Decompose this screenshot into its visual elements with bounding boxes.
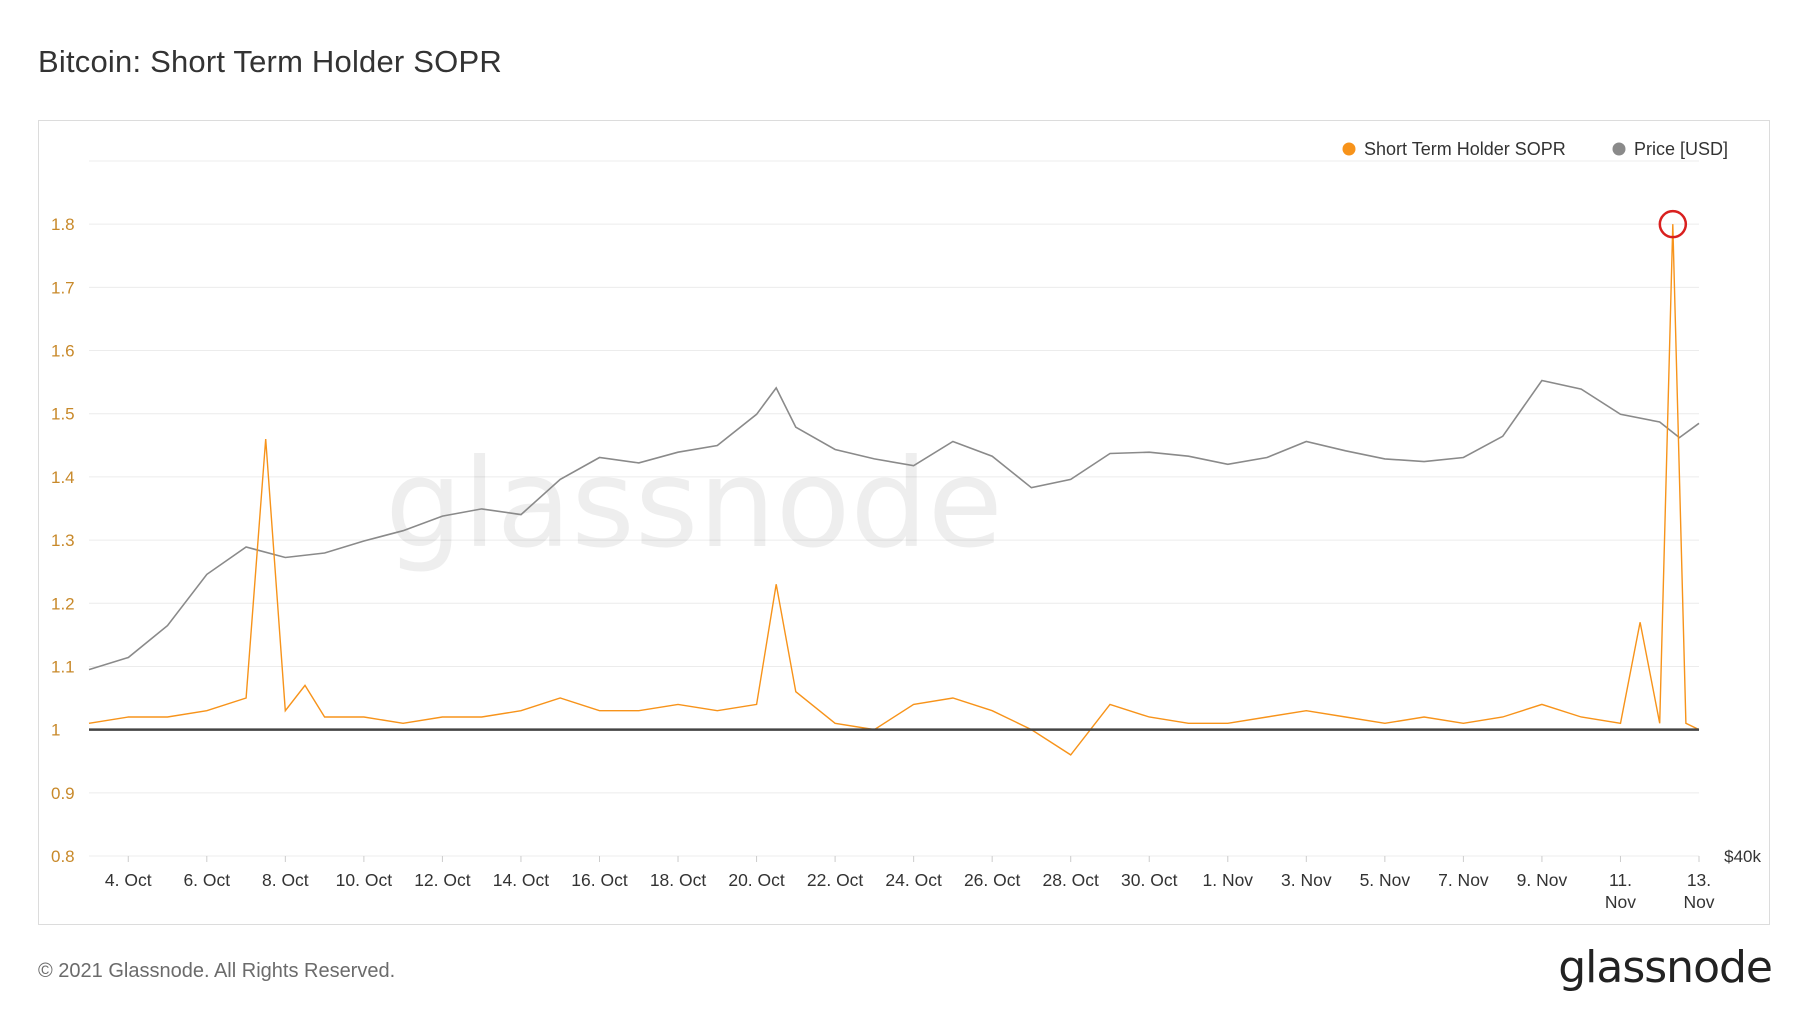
chart-svg: glassnode 0.8 0.9 1 1.1 1.2 1.3 1.4 1.5 1.6 1.7 1.… xyxy=(51,139,1761,912)
legend-label-sopr: Short Term Holder SOPR xyxy=(1364,139,1566,159)
legend-dot-price xyxy=(1612,142,1626,156)
x-tick-label: 8. Oct xyxy=(262,870,309,890)
x-tick-label: 12. Oct xyxy=(414,870,471,890)
y-left-tick-label: 1.5 xyxy=(51,405,75,424)
y-left-tick-label: 1.3 xyxy=(51,531,75,550)
y-left-tick-label: 0.9 xyxy=(51,784,75,803)
y-axis-left-ticks: 0.8 0.9 1 1.1 1.2 1.3 1.4 1.5 1.6 1.7 1.8 xyxy=(51,215,75,866)
x-tick-label: 11. Nov xyxy=(1605,870,1636,912)
y-right-tick-label: $40k xyxy=(1724,847,1761,866)
y-left-tick-label: 1.1 xyxy=(51,657,75,676)
y-left-tick-label: 1.4 xyxy=(51,468,75,487)
x-tick-label: 26. Oct xyxy=(964,870,1021,890)
y-left-tick-label: 1.7 xyxy=(51,278,75,297)
x-tick-label: 10. Oct xyxy=(336,870,393,890)
legend: Short Term Holder SOPR Price [USD] xyxy=(1342,139,1728,159)
page-title: Bitcoin: Short Term Holder SOPR xyxy=(38,44,502,79)
x-tick-label: 30. Oct xyxy=(1121,870,1178,890)
y-left-tick-label: 1.8 xyxy=(51,215,75,234)
x-tick-label: 24. Oct xyxy=(885,870,942,890)
x-axis-ticks: 4. Oct 6. Oct 8. Oct 10. Oct 12. Oct 14. Oct 1… xyxy=(105,856,1715,912)
glassnode-logo: glassnode xyxy=(1558,942,1773,993)
x-tick-label: 1. Nov xyxy=(1202,870,1253,890)
copyright-text: © 2021 Glassnode. All Rights Reserved. xyxy=(38,960,396,982)
x-tick-label: 9. Nov xyxy=(1517,870,1568,890)
x-tick-label: 16. Oct xyxy=(571,870,628,890)
x-tick-label: 6. Oct xyxy=(183,870,230,890)
x-tick-label: 7. Nov xyxy=(1438,870,1489,890)
x-tick-label: 28. Oct xyxy=(1042,870,1099,890)
x-tick-label: 5. Nov xyxy=(1360,870,1411,890)
x-tick-label: 22. Oct xyxy=(807,870,864,890)
chart-panel: glassnode 0.8 0.9 1 1.1 1.2 1.3 1.4 1.5 1.6 1.7 1.… xyxy=(38,120,1770,925)
price-series-line xyxy=(88,379,1700,671)
x-tick-label: 3. Nov xyxy=(1281,870,1332,890)
y-left-tick-label: 0.8 xyxy=(51,847,75,866)
x-tick-label: 20. Oct xyxy=(728,870,785,890)
legend-label-price: Price [USD] xyxy=(1634,139,1728,159)
legend-dot-sopr xyxy=(1342,142,1356,156)
y-axis-right-ticks: $40k xyxy=(1724,847,1761,866)
watermark: glassnode xyxy=(385,433,1003,575)
x-tick-label: 13. Nov xyxy=(1683,870,1714,912)
x-tick-label: 14. Oct xyxy=(493,870,550,890)
sopr-series-line xyxy=(88,224,1700,756)
sopr-peak-highlight-circle xyxy=(1658,209,1688,239)
y-left-tick-label: 1 xyxy=(51,721,60,740)
y-left-tick-label: 1.6 xyxy=(51,342,75,361)
x-tick-label: 4. Oct xyxy=(105,870,152,890)
x-tick-label: 18. Oct xyxy=(650,870,707,890)
y-left-tick-label: 1.2 xyxy=(51,594,75,613)
